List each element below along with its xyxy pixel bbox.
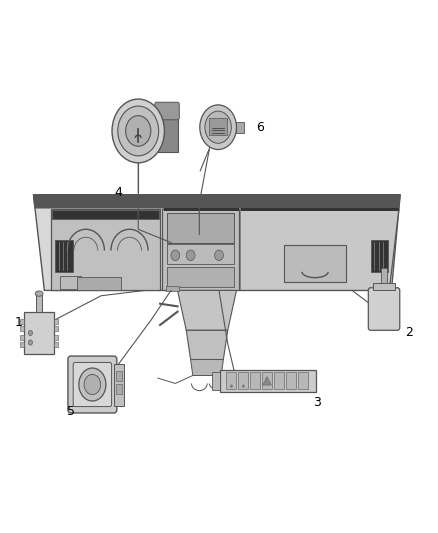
Polygon shape xyxy=(52,209,159,219)
Polygon shape xyxy=(51,209,160,290)
Bar xyxy=(166,286,179,292)
Bar xyxy=(116,384,122,394)
Bar xyxy=(209,118,227,135)
Text: 2: 2 xyxy=(405,326,413,340)
Bar xyxy=(241,208,399,211)
Bar xyxy=(20,326,24,332)
Bar xyxy=(226,372,237,389)
Polygon shape xyxy=(240,209,399,290)
Bar xyxy=(24,312,54,354)
Bar xyxy=(285,245,346,282)
Circle shape xyxy=(118,106,159,156)
Circle shape xyxy=(171,250,180,261)
Bar xyxy=(54,319,58,324)
Bar xyxy=(163,208,239,211)
Polygon shape xyxy=(177,290,237,330)
Bar xyxy=(156,112,177,152)
Circle shape xyxy=(186,250,195,261)
Bar xyxy=(262,372,272,389)
Bar xyxy=(116,371,122,381)
Bar xyxy=(297,372,307,389)
Bar xyxy=(166,213,234,243)
Circle shape xyxy=(28,340,32,345)
Bar xyxy=(20,319,24,324)
Bar xyxy=(20,335,24,340)
Bar xyxy=(77,277,121,290)
Bar xyxy=(238,372,248,389)
Bar xyxy=(250,372,260,389)
Polygon shape xyxy=(191,360,223,375)
Bar xyxy=(54,326,58,332)
Circle shape xyxy=(28,330,32,336)
Text: 6: 6 xyxy=(257,120,265,134)
Bar xyxy=(166,244,234,264)
Bar xyxy=(381,268,387,283)
Bar xyxy=(237,122,244,133)
Ellipse shape xyxy=(35,291,43,296)
Text: 3: 3 xyxy=(313,395,321,409)
Bar xyxy=(54,335,58,340)
Bar xyxy=(55,240,73,272)
FancyBboxPatch shape xyxy=(368,288,400,330)
Bar xyxy=(371,240,389,272)
Ellipse shape xyxy=(79,368,106,401)
Text: 4: 4 xyxy=(115,185,123,199)
Circle shape xyxy=(215,250,223,261)
Bar xyxy=(36,295,42,312)
Text: 1: 1 xyxy=(15,316,23,329)
Bar xyxy=(114,364,124,406)
Bar xyxy=(20,342,24,348)
Circle shape xyxy=(200,105,237,150)
Bar xyxy=(212,372,220,390)
Circle shape xyxy=(242,384,244,387)
Circle shape xyxy=(205,111,231,143)
Bar xyxy=(60,276,81,289)
Bar xyxy=(220,369,316,392)
Ellipse shape xyxy=(84,374,101,394)
Bar xyxy=(373,283,395,290)
Polygon shape xyxy=(263,376,272,385)
Polygon shape xyxy=(33,195,400,290)
Bar xyxy=(166,266,234,287)
Polygon shape xyxy=(162,209,239,290)
Text: 5: 5 xyxy=(67,405,74,417)
Circle shape xyxy=(112,99,164,163)
FancyBboxPatch shape xyxy=(73,362,112,407)
FancyBboxPatch shape xyxy=(155,102,179,120)
FancyBboxPatch shape xyxy=(68,356,117,413)
Polygon shape xyxy=(33,195,400,208)
Bar xyxy=(286,372,296,389)
Circle shape xyxy=(230,384,233,387)
Polygon shape xyxy=(186,330,228,360)
Circle shape xyxy=(126,116,151,146)
Bar xyxy=(54,342,58,348)
Bar xyxy=(274,372,284,389)
